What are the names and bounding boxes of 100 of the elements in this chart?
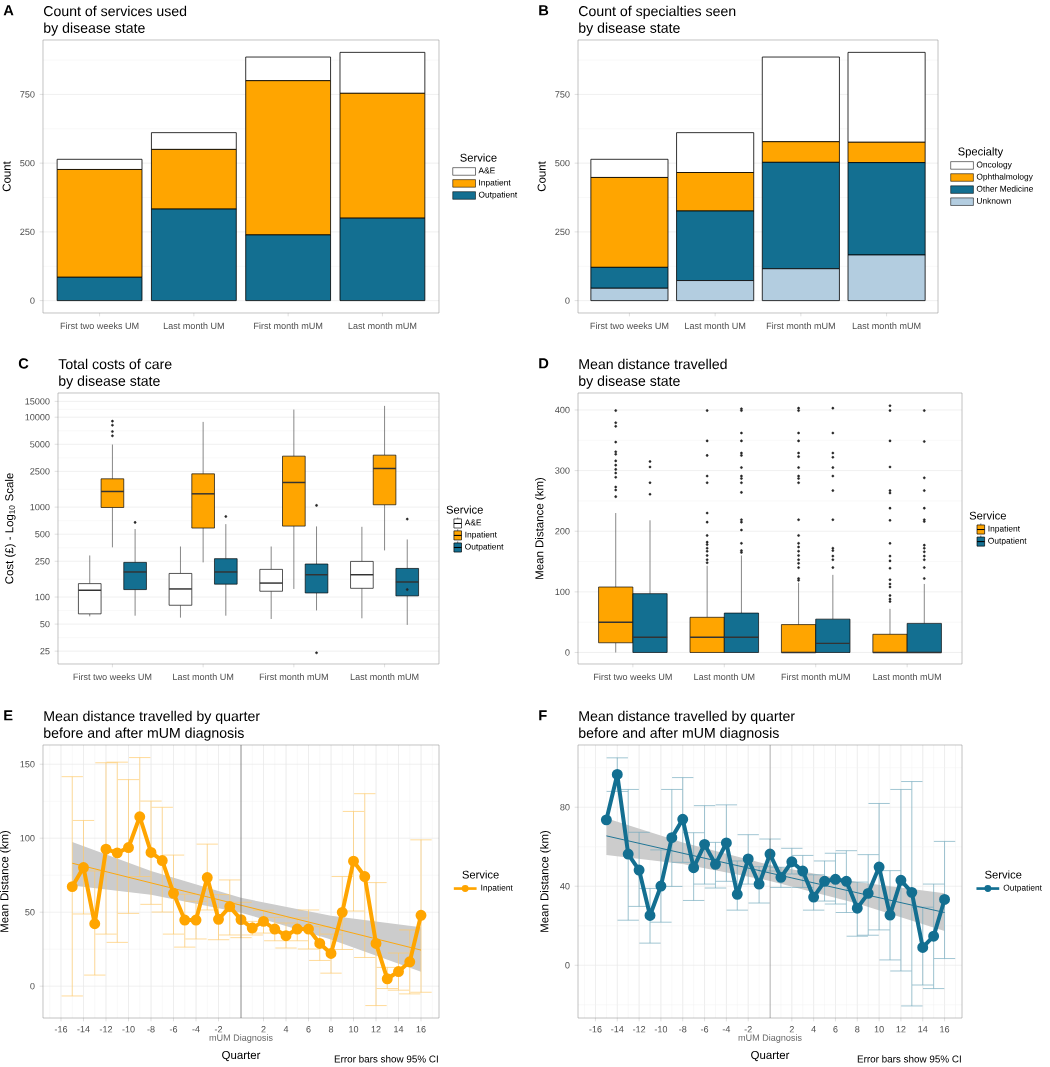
legend-label: Outpatient — [1003, 884, 1042, 893]
legend-title: Service — [446, 505, 483, 514]
x-tick-label: 6 — [833, 1026, 838, 1033]
y-axis-title: Count — [2, 161, 11, 192]
x-tick-label: 16 — [940, 1026, 950, 1033]
chart-subtitle: before and after mUM diagnosis — [44, 727, 244, 741]
x-tick-label: Last month mUM — [350, 673, 419, 681]
x-tick-label: -12 — [632, 1026, 646, 1033]
y-axis-title: Count — [537, 161, 546, 192]
x-tick-label: Last month UM — [173, 673, 234, 681]
x-tick-label: Last month mUM — [852, 322, 921, 330]
x-tick-label: 16 — [416, 1026, 426, 1033]
y-tick-label: 150 — [20, 761, 35, 768]
x-tick-label: 2 — [789, 1026, 794, 1033]
legend-label: Inpatient — [988, 525, 1020, 534]
y-tick-label: 400 — [555, 406, 570, 414]
x-tick-label: First month mUM — [766, 322, 835, 330]
y-tick-label: 500 — [35, 530, 50, 538]
legend-label: Outpatient — [478, 191, 518, 200]
x-axis-title: Quarter — [222, 1050, 261, 1062]
legend-label: A&E — [464, 519, 482, 526]
y-tick-label: 500 — [555, 159, 570, 167]
chart-title: Mean distance travelled by quarter — [44, 710, 260, 724]
y-tick-label: 10000 — [25, 414, 50, 421]
y-tick-label: 100 — [20, 835, 35, 842]
x-tick-label: 6 — [306, 1026, 311, 1033]
y-tick-label: 50 — [40, 620, 50, 628]
x-tick-label: -16 — [54, 1026, 68, 1033]
x-tick-label: 2 — [261, 1026, 266, 1033]
x-tick-label: First month mUM — [781, 673, 850, 681]
x-tick-label: Last month UM — [694, 673, 755, 681]
text: Error bars show 95% CI — [334, 1055, 438, 1063]
x-tick-label: First month mUM — [254, 322, 323, 330]
chart-title: Count of specialties seen — [578, 5, 736, 19]
x-tick-label: 10 — [874, 1026, 884, 1033]
x-tick-label: -2 — [744, 1026, 752, 1033]
chart-subtitle: by disease state — [44, 22, 145, 36]
x-tick-label: -4 — [722, 1026, 731, 1033]
y-axis-title: Cost (£) - Log$_{10}$ Scale — [4, 473, 16, 584]
y-tick-label: 5000 — [30, 441, 50, 448]
y-tick-label: 0 — [565, 962, 570, 969]
ref-line-label: mUM Diagnosis — [209, 1034, 273, 1043]
legend-label: Oncology — [976, 161, 1012, 170]
y-tick-label: 0 — [30, 982, 35, 990]
y-tick-label: 300 — [555, 467, 570, 474]
x-tick-label: 10 — [349, 1026, 359, 1033]
chart-title: Count of services used — [43, 5, 187, 17]
y-tick-label: 1000 — [30, 503, 50, 511]
x-tick-label: First two weeks UM — [594, 673, 672, 681]
x-tick-label: -14 — [611, 1026, 624, 1033]
y-tick-label: 40 — [560, 883, 570, 890]
x-tick-label: First month mUM — [259, 673, 328, 681]
chart-subtitle: by disease state — [59, 375, 160, 389]
x-axis-title: Quarter — [751, 1050, 790, 1062]
x-tick-label: 4 — [283, 1026, 289, 1033]
y-tick-label: 200 — [555, 528, 570, 535]
x-tick-label: Last month mUM — [873, 673, 941, 681]
y-tick-label: 250 — [35, 558, 50, 565]
y-tick-label: 50 — [25, 908, 35, 916]
legend-label: Unknown — [977, 197, 1011, 204]
legend-label: Inpatient — [481, 884, 513, 893]
y-axis-title: Mean Distance (km) — [540, 830, 551, 932]
y-tick-label: 100 — [555, 588, 570, 596]
y-tick-label: 750 — [555, 91, 570, 98]
x-tick-label: -6 — [169, 1026, 178, 1033]
x-tick-label: 8 — [328, 1026, 334, 1033]
legend-title: Service — [460, 153, 497, 162]
y-tick-label: 25 — [40, 647, 50, 655]
ref-line-label: mUM Diagnosis — [738, 1034, 802, 1043]
text: D — [539, 358, 549, 369]
y-tick-label: 100 — [35, 593, 50, 601]
legend-label: A&E — [478, 167, 495, 174]
x-tick-label: -6 — [700, 1026, 709, 1033]
y-tick-label: 750 — [20, 91, 35, 98]
x-tick-label: Last month UM — [163, 322, 224, 330]
chart-subtitle: before and after mUM diagnosis — [579, 727, 779, 741]
x-tick-label: 14 — [394, 1026, 404, 1033]
chart-title: Mean distance travelled — [579, 358, 727, 370]
text: Error bars show 95% CI — [857, 1055, 961, 1063]
x-tick-label: -8 — [147, 1026, 155, 1033]
y-axis-title: Mean Distance (km) — [0, 830, 11, 932]
y-tick-label: 0 — [565, 297, 570, 304]
x-tick-label: -4 — [192, 1026, 200, 1033]
y-tick-label: 250 — [20, 228, 35, 236]
y-axis-title: Mean Distance (km) — [535, 477, 546, 579]
chart-subtitle: by disease state — [579, 22, 680, 36]
chart-title: Mean distance travelled by quarter — [579, 710, 795, 724]
x-tick-label: First two weeks UM — [590, 322, 669, 330]
y-tick-label: 80 — [560, 804, 570, 811]
text: F — [539, 710, 547, 721]
x-tick-label: Last month mUM — [348, 322, 417, 330]
legend-label: Outpatient — [988, 537, 1027, 546]
y-tick-label: 500 — [20, 159, 35, 167]
x-tick-label: 12 — [896, 1026, 906, 1033]
text: A — [3, 5, 14, 16]
x-tick-label: -8 — [679, 1026, 687, 1033]
x-tick-label: -10 — [654, 1026, 668, 1033]
legend-label: Inpatient — [479, 179, 511, 188]
x-tick-label: -10 — [122, 1026, 135, 1033]
x-tick-label: Last month UM — [685, 322, 746, 330]
